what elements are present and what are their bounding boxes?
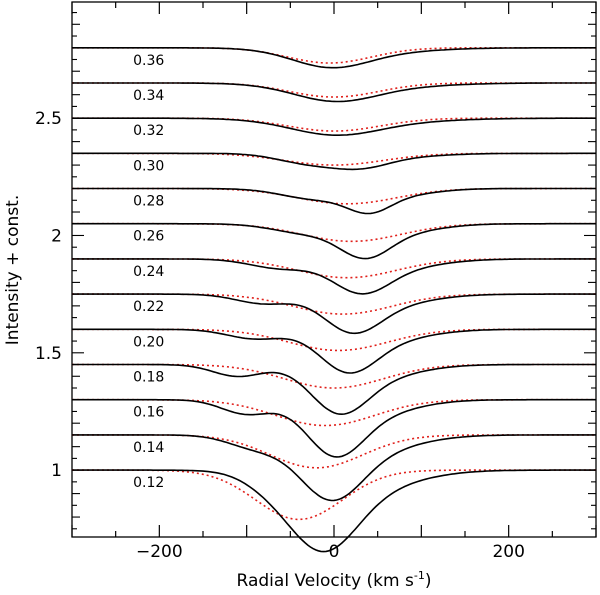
x-tick-label: 0 (329, 542, 340, 562)
x-axis-title: Radial Velocity (km s-1) (237, 569, 432, 591)
model-profile-0.12 (72, 469, 596, 521)
profile-series: 0.12 0.14 0.16 0.18 0.20 0.22 0.24 0.26 0.28 0.30… (72, 47, 596, 553)
observed-profile-0.32 (72, 117, 596, 136)
observed-profile-0.26 (72, 222, 596, 260)
y-tick-label: 1 (51, 461, 62, 481)
phase-label-0.30: 0.30 (133, 158, 164, 174)
phase-label-0.36: 0.36 (133, 53, 164, 69)
y-axis-title: Intensity + const. (3, 195, 23, 346)
x-tick-label: −200 (136, 542, 183, 562)
observed-profile-0.14 (72, 434, 596, 502)
phase-label-0.26: 0.26 (133, 229, 164, 245)
observed-profile-0.30 (72, 152, 596, 171)
observed-profile-0.18 (72, 363, 596, 416)
y-tick-labels: 1 1.5 2 2.5 (35, 109, 62, 481)
observed-profile-0.24 (72, 258, 596, 295)
phase-label-0.16: 0.16 (133, 405, 164, 421)
observed-profile-0.28 (72, 187, 596, 215)
phase-label-0.22: 0.22 (133, 299, 164, 315)
y-tick-label: 2 (51, 226, 62, 246)
phase-label-0.34: 0.34 (133, 88, 164, 104)
observed-profile-0.12 (72, 469, 596, 553)
phase-label-0.20: 0.20 (133, 334, 164, 350)
y-tick-label: 2.5 (35, 109, 62, 129)
observed-profile-0.34 (72, 82, 596, 103)
observed-profile-0.20 (72, 328, 596, 374)
observed-profile-0.16 (72, 398, 596, 458)
x-axis-title-superscript: -1 (414, 569, 425, 582)
phase-label-0.32: 0.32 (133, 123, 164, 139)
y-tick-label: 1.5 (35, 344, 62, 364)
phase-label-0.12: 0.12 (133, 475, 164, 491)
phase-label-0.18: 0.18 (133, 370, 164, 386)
observed-profile-0.22 (72, 293, 596, 335)
observed-profile-0.36 (72, 47, 596, 69)
phase-label-0.14: 0.14 (133, 440, 164, 456)
phase-label-0.24: 0.24 (133, 264, 164, 280)
x-tick-label: 200 (492, 542, 524, 562)
x-tick-labels: −200 0 200 (136, 542, 525, 562)
phase-label-0.28: 0.28 (133, 194, 164, 210)
